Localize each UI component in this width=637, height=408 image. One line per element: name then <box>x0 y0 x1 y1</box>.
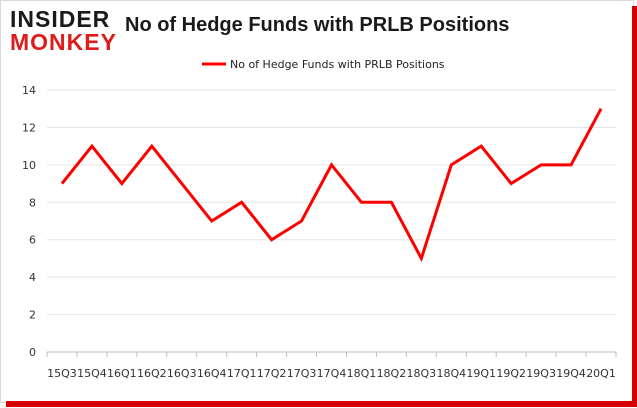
x-tick-label: 16Q4 <box>197 367 227 380</box>
x-tick-label: 15Q3 <box>47 367 77 380</box>
x-tick-label: 20Q1 <box>586 367 616 380</box>
x-tick-label: 18Q3 <box>407 367 437 380</box>
y-tick-label: 10 <box>22 159 36 172</box>
logo-line-2: MONKEY <box>10 29 117 55</box>
x-tick-label: 17Q1 <box>227 367 257 380</box>
x-tick-label: 18Q1 <box>347 367 377 380</box>
chart-title: No of Hedge Funds with PRLB Positions <box>125 14 510 36</box>
insider-monkey-logo: INSIDER MONKEY <box>10 8 122 54</box>
x-tick-label: 17Q4 <box>317 367 347 380</box>
logo-line-1: INSIDER <box>10 6 111 32</box>
y-tick-label: 14 <box>22 84 36 97</box>
frame-shadow-right <box>632 6 637 406</box>
series-layer <box>60 108 603 263</box>
x-tick-label: 17Q2 <box>257 367 287 380</box>
frame-shadow-bottom <box>6 401 637 407</box>
x-tick-label: 15Q4 <box>77 367 107 380</box>
x-tick-label: 19Q4 <box>556 367 586 380</box>
legend-label: No of Hedge Funds with PRLB Positions <box>230 58 445 71</box>
y-axis: 0 2 4 6 8 10 12 14 <box>22 84 36 359</box>
x-tick-label: 19Q2 <box>496 367 526 380</box>
x-tick-label: 16Q3 <box>167 367 197 380</box>
x-tick-label: 19Q1 <box>466 367 496 380</box>
series-line <box>60 108 603 263</box>
y-tick-label: 8 <box>29 196 36 209</box>
y-tick-label: 4 <box>29 271 36 284</box>
x-tick-label: 17Q3 <box>287 367 317 380</box>
x-tick-label: 18Q4 <box>436 367 466 380</box>
x-tick-label: 19Q3 <box>526 367 556 380</box>
y-tick-label: 6 <box>29 234 36 247</box>
y-tick-label: 0 <box>29 346 36 359</box>
x-axis: 15Q3 15Q4 16Q1 16Q2 16Q3 16Q4 17Q1 17Q2 17Q3 17Q4… <box>46 351 617 380</box>
legend: No of Hedge Funds with PRLB Positions <box>202 58 445 71</box>
x-tick-label: 16Q2 <box>137 367 167 380</box>
x-tick-label: 18Q2 <box>377 367 407 380</box>
gridlines <box>47 89 616 316</box>
y-tick-label: 2 <box>29 309 36 322</box>
x-tick-label: 16Q1 <box>107 367 137 380</box>
y-tick-label: 12 <box>22 121 36 134</box>
